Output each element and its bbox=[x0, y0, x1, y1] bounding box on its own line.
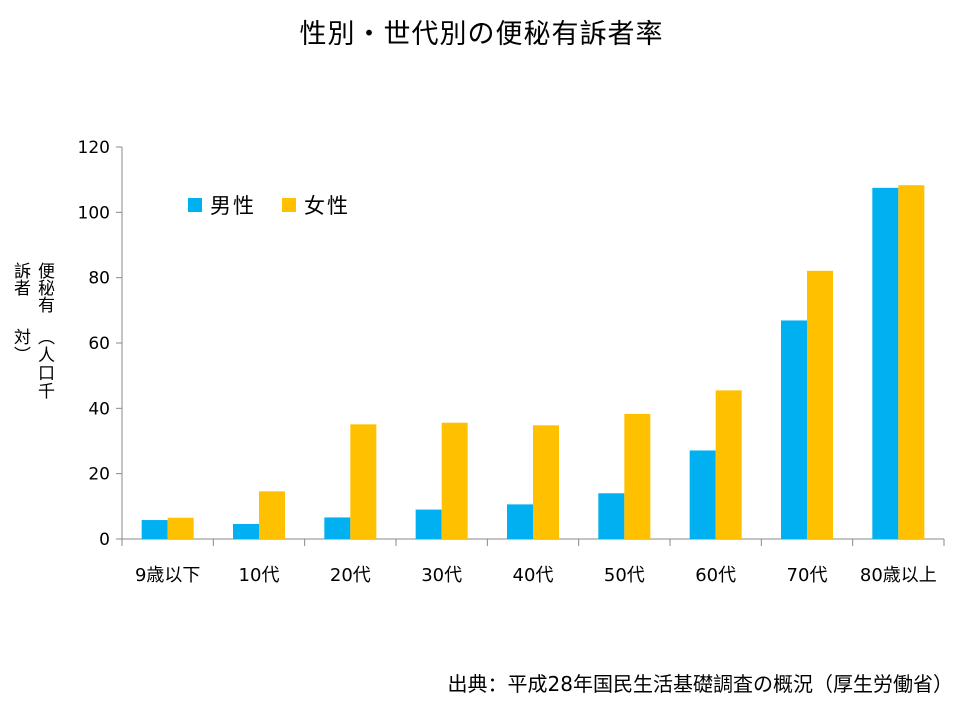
x-tick-label: 60代 bbox=[695, 565, 736, 586]
x-tick-label: 50代 bbox=[604, 565, 645, 586]
bar bbox=[624, 413, 651, 539]
x-tick-label: 20代 bbox=[330, 565, 371, 586]
bar bbox=[781, 320, 807, 539]
legend-swatch bbox=[188, 198, 202, 212]
bar bbox=[259, 491, 285, 539]
bar bbox=[324, 517, 351, 539]
x-tick-label: 80歳以上 bbox=[860, 565, 937, 586]
y-tick-label: 20 bbox=[88, 465, 110, 485]
y-tick-label: 80 bbox=[88, 269, 110, 289]
bar bbox=[441, 422, 468, 539]
bar bbox=[350, 424, 377, 539]
bar bbox=[533, 425, 559, 539]
chart-title: 性別・世代別の便秘有訴者率 bbox=[299, 19, 664, 50]
y-axis-label: 便秘有訴者 （人口千対） bbox=[4, 262, 60, 412]
bar bbox=[167, 517, 194, 539]
y-tick-label: 60 bbox=[88, 334, 110, 354]
bar bbox=[689, 450, 716, 539]
x-tick-label: 9歳以下 bbox=[135, 565, 200, 586]
y-tick-label: 40 bbox=[88, 399, 110, 419]
bar bbox=[507, 504, 533, 539]
y-tick-label: 120 bbox=[78, 138, 110, 158]
x-tick-label: 70代 bbox=[787, 565, 828, 586]
bar bbox=[233, 523, 259, 539]
bar bbox=[807, 270, 833, 539]
x-tick-label: 10代 bbox=[239, 565, 280, 586]
x-tick-label: 40代 bbox=[513, 565, 554, 586]
x-tick-label: 30代 bbox=[421, 565, 462, 586]
y-axis-label-line1: 便秘有訴者 bbox=[10, 262, 54, 313]
bar bbox=[598, 493, 625, 539]
bar bbox=[415, 509, 442, 539]
legend-label: 男性 bbox=[210, 194, 256, 218]
legend-swatch bbox=[282, 198, 296, 212]
bar bbox=[141, 520, 168, 539]
y-axis-label-line2: （人口千対） bbox=[10, 328, 54, 401]
source-note: 出典：平成28年国民生活基礎調査の概況（厚生労働省） bbox=[447, 672, 953, 696]
bar bbox=[872, 187, 899, 540]
bar bbox=[715, 390, 742, 539]
legend-label: 女性 bbox=[304, 194, 350, 218]
y-tick-label: 0 bbox=[99, 530, 110, 550]
bar bbox=[898, 185, 925, 539]
y-tick-label: 100 bbox=[78, 203, 110, 223]
